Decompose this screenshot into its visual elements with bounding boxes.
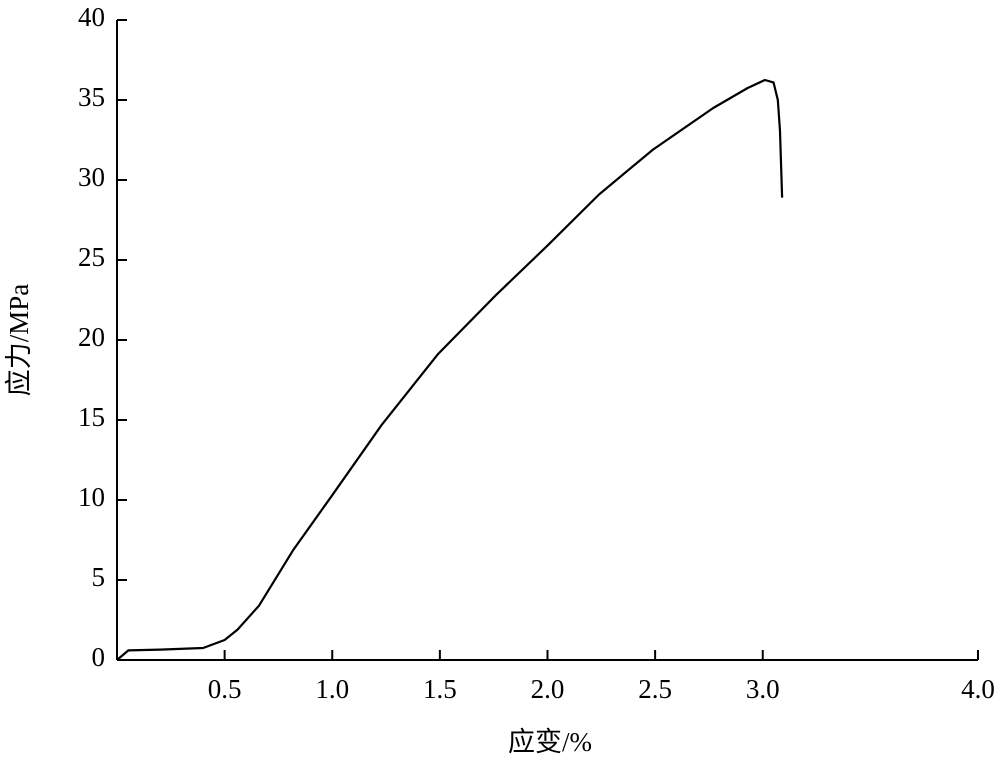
y-tick-label: 30: [78, 162, 105, 192]
y-axis-label: 应力/MPa: [4, 284, 34, 397]
x-tick-label: 4.0: [961, 674, 995, 704]
y-tick-label: 0: [92, 642, 106, 672]
x-tick-label: 1.5: [423, 674, 457, 704]
data-line: [116, 78, 784, 661]
x-axis-label: 应变/%: [508, 727, 592, 757]
x-tick-label: 3.0: [746, 674, 780, 704]
x-tick-label: 2.0: [531, 674, 565, 704]
y-tick-label: 35: [78, 82, 105, 112]
y-tick-label: 15: [78, 402, 105, 432]
x-tick-label: 2.5: [638, 674, 672, 704]
y-tick-label: 5: [92, 562, 106, 592]
y-tick-label: 10: [78, 482, 105, 512]
y-tick-label: 40: [78, 2, 105, 32]
y-tick-label: 25: [78, 242, 105, 272]
x-tick-label: 0.5: [208, 674, 242, 704]
x-tick-label: 1.0: [315, 674, 349, 704]
y-tick-label: 20: [78, 322, 105, 352]
